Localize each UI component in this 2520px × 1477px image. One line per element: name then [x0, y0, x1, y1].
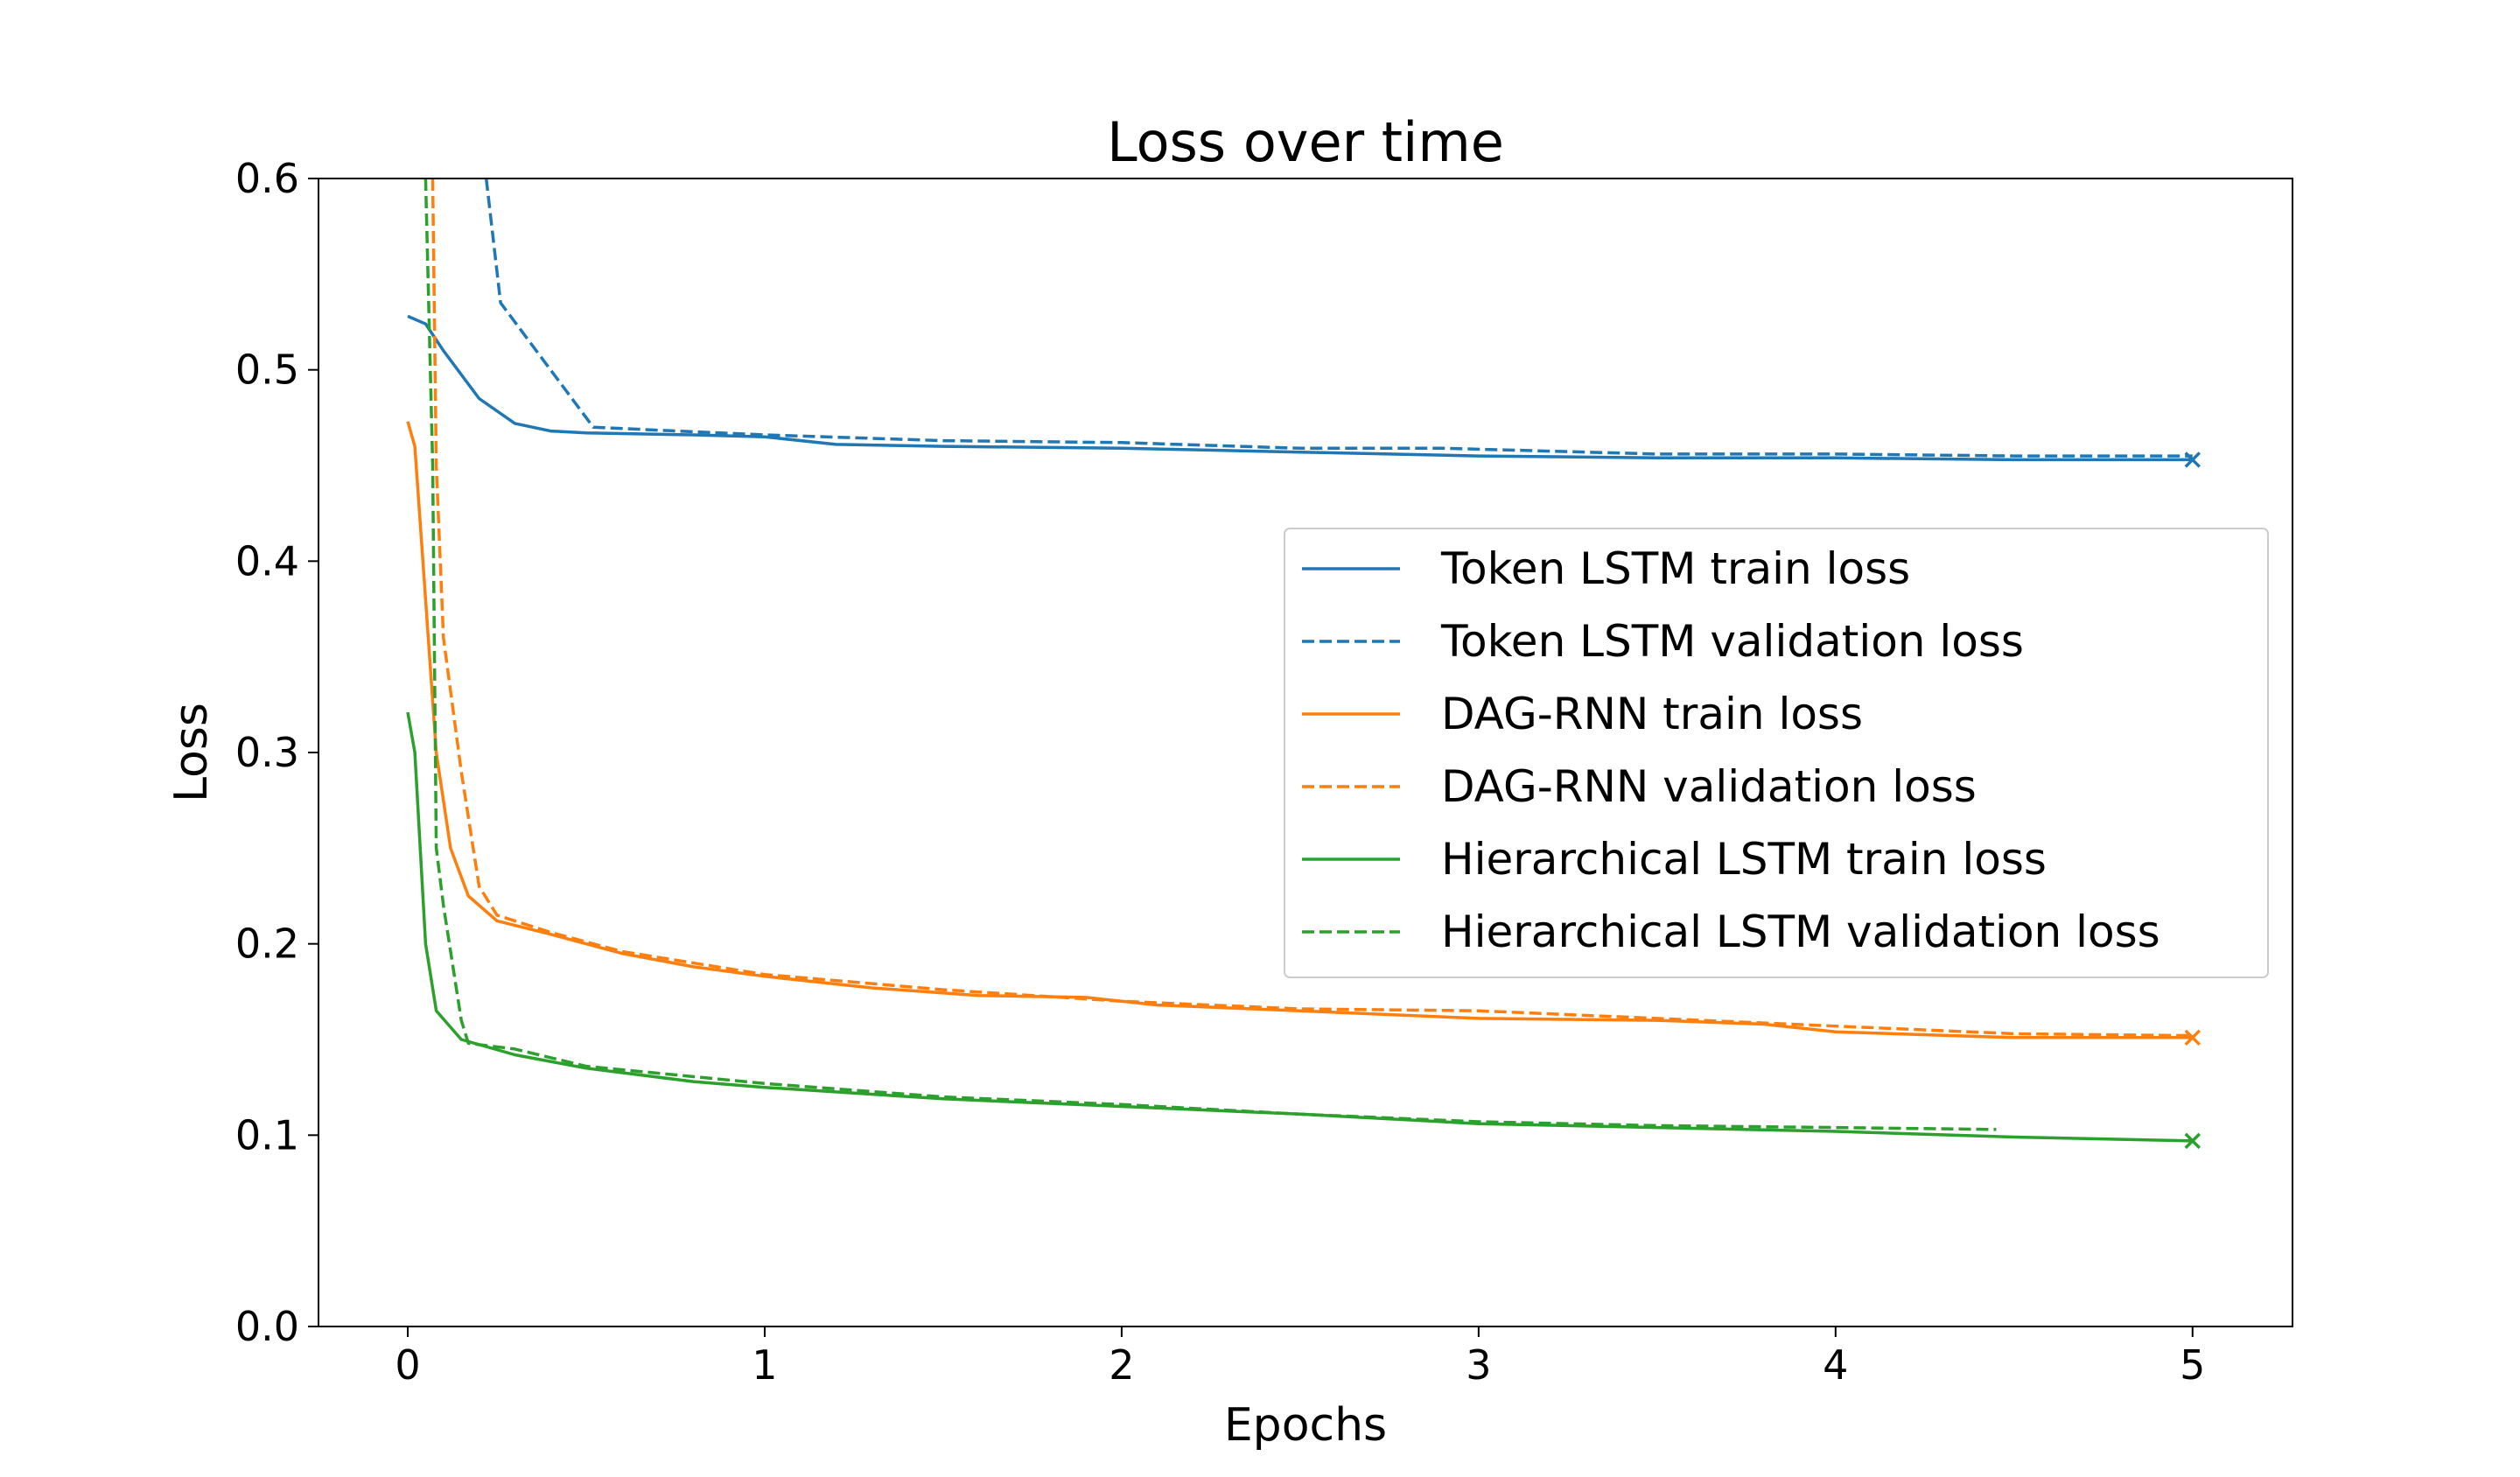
y-tick-label: 0.1 [235, 1111, 299, 1158]
series-line-4 [406, 711, 2193, 1143]
plot-frame [318, 178, 2293, 1327]
y-axis-label: Loss [165, 703, 218, 802]
y-tick-label: 0.0 [235, 1303, 299, 1350]
series-line-2 [406, 421, 2193, 1040]
x-tick-label: 1 [752, 1341, 777, 1389]
legend-label: DAG-RNN train loss [1441, 689, 1863, 739]
y-tick-label: 0.5 [235, 346, 299, 394]
end-marker-x [2184, 1132, 2202, 1150]
x-tick-label: 0 [395, 1341, 420, 1389]
legend: Token LSTM train loss Token LSTM validati… [1284, 528, 2269, 978]
legend-label: Hierarchical LSTM validation loss [1441, 906, 2160, 957]
end-marker-x [2184, 452, 2202, 468]
x-tick-label: 4 [1823, 1341, 1848, 1389]
y-tick-label: 0.2 [235, 920, 299, 968]
legend-label: Hierarchical LSTM train loss [1441, 834, 2047, 885]
series-line-5 [424, 178, 1997, 1131]
legend-label: Token LSTM validation loss [1440, 616, 2024, 667]
y-tick-label: 0.4 [235, 537, 299, 584]
legend-box [1284, 528, 2269, 978]
chart-title: Loss over time [1107, 110, 1504, 174]
x-axis-label: Epochs [1224, 1399, 1387, 1452]
y-tick-label: 0.6 [235, 155, 299, 202]
series-line-3 [430, 178, 2193, 1038]
x-tick-label: 2 [1109, 1341, 1134, 1389]
series-line-1 [484, 178, 2193, 458]
end-marker-x [2184, 1029, 2202, 1046]
y-tick-label: 0.3 [235, 729, 299, 776]
legend-label: Token LSTM train loss [1440, 543, 1910, 594]
x-tick-label: 3 [1466, 1341, 1491, 1389]
x-tick-label: 5 [2180, 1341, 2205, 1389]
legend-label: DAG-RNN validation loss [1441, 761, 1977, 812]
series-line-0 [407, 314, 2193, 462]
